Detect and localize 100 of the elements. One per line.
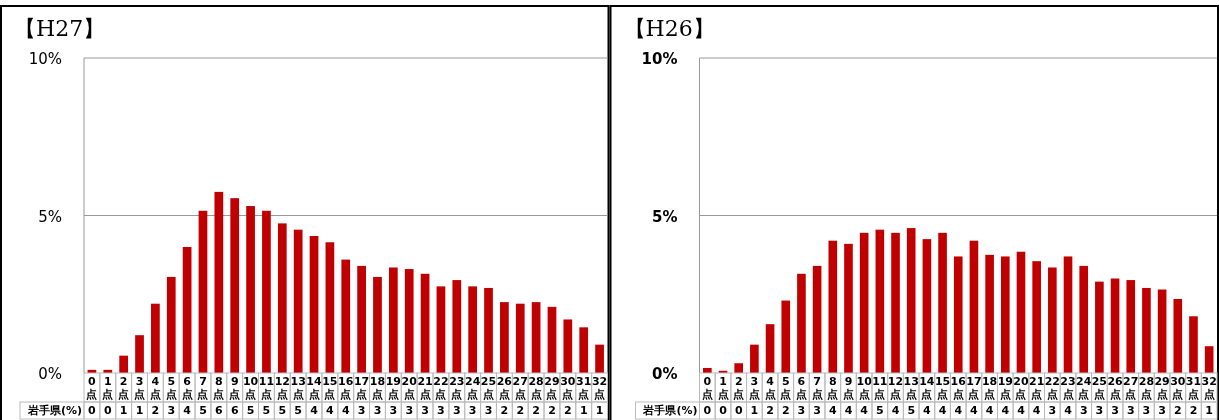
x-tick-label: 18点 xyxy=(981,375,998,401)
data-label: 6 xyxy=(215,404,224,417)
x-tick-label: 9点 xyxy=(842,375,854,401)
bar xyxy=(214,191,224,373)
bar xyxy=(135,335,144,373)
bar xyxy=(1079,265,1089,373)
bar xyxy=(1126,280,1136,373)
bar xyxy=(198,210,208,373)
x-tick-label: 4点 xyxy=(149,375,161,401)
bar xyxy=(357,265,366,373)
x-tick-label: 10点 xyxy=(242,375,259,401)
x-tick-label: 13点 xyxy=(290,375,306,401)
bar xyxy=(1173,298,1183,373)
x-tick-label: 31点 xyxy=(1185,375,1202,401)
bar xyxy=(891,232,900,373)
data-label: 2 xyxy=(532,404,540,417)
data-label: 1 xyxy=(750,404,759,417)
x-tick-label: 15点 xyxy=(322,375,338,401)
bar xyxy=(166,276,176,373)
bar xyxy=(938,232,947,373)
x-tick-label: 14点 xyxy=(919,375,935,401)
data-label: 3 xyxy=(452,404,461,417)
x-tick-label: 17点 xyxy=(353,375,370,401)
x-tick-label: 25点 xyxy=(480,375,497,401)
bar xyxy=(151,303,160,373)
x-tick-label: 23点 xyxy=(1060,375,1076,401)
y-tick-label: 10% xyxy=(641,50,678,68)
bar xyxy=(1204,346,1214,373)
data-label: 3 xyxy=(797,404,806,417)
x-tick-label: 11点 xyxy=(872,375,888,401)
x-tick-label: 1点 xyxy=(102,375,114,401)
data-label: 0 xyxy=(88,404,97,417)
x-tick-label: 27点 xyxy=(512,375,528,401)
data-label: 3 xyxy=(1158,404,1166,417)
x-tick-label: 9点 xyxy=(229,375,241,401)
data-label: 5 xyxy=(294,404,302,417)
data-label: 4 xyxy=(1001,404,1010,417)
text: 岩手県(%) xyxy=(642,404,698,417)
data-label: 1 xyxy=(1205,404,1213,417)
data-label: 3 xyxy=(1048,404,1057,417)
bar xyxy=(859,232,869,373)
data-label: 4 xyxy=(1017,404,1026,417)
x-tick-label: 2点 xyxy=(118,375,130,401)
bar xyxy=(436,286,446,373)
data-label: 3 xyxy=(813,404,821,417)
bar xyxy=(262,210,271,373)
data-label: 3 xyxy=(484,404,493,417)
data-label: 3 xyxy=(373,404,382,417)
y-tick-label: 0% xyxy=(652,365,678,383)
x-tick-label: 14点 xyxy=(306,375,323,401)
data-label: 5 xyxy=(199,404,207,417)
data-label: 2 xyxy=(564,404,572,417)
bar xyxy=(500,302,509,373)
bar xyxy=(1095,281,1104,373)
x-tick-label: 30点 xyxy=(1170,375,1186,401)
x-tick-label: 7点 xyxy=(811,375,823,401)
bar xyxy=(484,287,493,373)
data-label: 5 xyxy=(246,404,255,417)
bar xyxy=(797,273,806,373)
bar xyxy=(452,280,462,373)
x-tick-label: 10点 xyxy=(856,375,873,401)
x-tick-label: 28点 xyxy=(1138,375,1155,401)
x-tick-label: 31点 xyxy=(576,375,592,401)
data-label: 4 xyxy=(326,404,335,417)
x-tick-label: 21点 xyxy=(1029,375,1045,401)
bar xyxy=(246,206,255,373)
bar xyxy=(1110,278,1120,373)
bar xyxy=(373,276,382,373)
y-tick-label: 10% xyxy=(28,50,62,68)
y-tick-label: 5% xyxy=(652,207,678,226)
x-tick-label: 16点 xyxy=(338,375,354,401)
data-label: 1 xyxy=(135,404,144,417)
bar xyxy=(420,273,430,373)
bar xyxy=(750,344,759,373)
bar xyxy=(953,256,963,373)
bar xyxy=(765,324,775,373)
data-label: 1 xyxy=(119,404,128,417)
data-label: 0 xyxy=(703,404,712,417)
x-tick-label: 8点 xyxy=(213,375,225,401)
bar xyxy=(595,344,604,373)
x-tick-label: 5点 xyxy=(165,375,177,401)
data-label: 1 xyxy=(595,404,604,417)
x-tick-label: 23点 xyxy=(449,375,465,401)
x-tick-label: 29点 xyxy=(544,375,560,401)
bar xyxy=(1063,256,1073,373)
x-tick-label: 6点 xyxy=(795,375,807,401)
bar xyxy=(1032,261,1041,373)
bar xyxy=(781,300,791,373)
data-label: 4 xyxy=(938,404,947,417)
x-tick-label: 6点 xyxy=(181,375,193,401)
bar xyxy=(515,303,525,373)
bar xyxy=(325,242,335,373)
bar xyxy=(293,229,303,373)
data-label: 3 xyxy=(357,404,366,417)
bar xyxy=(563,319,573,373)
data-label: 3 xyxy=(389,404,398,417)
x-tick-label: 25点 xyxy=(1091,375,1108,401)
x-tick-label: 24点 xyxy=(465,375,481,401)
y-tick-label: 5% xyxy=(38,207,62,226)
data-label: 4 xyxy=(341,404,350,417)
